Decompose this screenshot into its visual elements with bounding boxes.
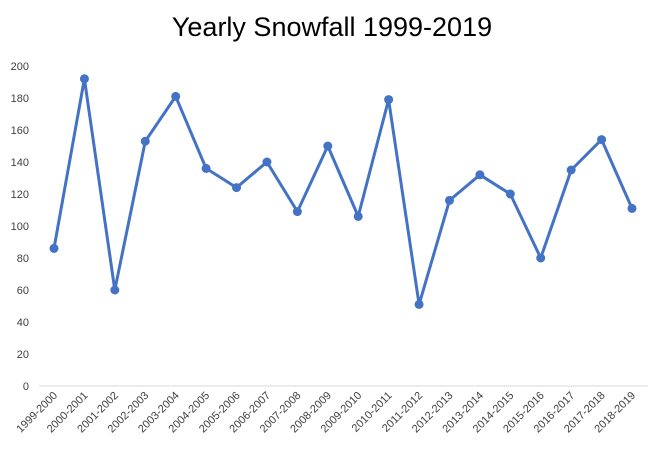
data-point [292, 207, 302, 217]
data-point [171, 91, 181, 101]
series-line [52, 77, 634, 306]
y-tick-label: 200 [11, 61, 29, 73]
data-point [627, 203, 637, 213]
y-tick-label: 20 [17, 349, 29, 361]
y-tick-label: 140 [11, 157, 29, 169]
data-point [475, 170, 485, 180]
y-tick-label: 0 [23, 381, 29, 393]
series-layer [49, 74, 637, 309]
data-point [110, 285, 120, 295]
y-tick-label: 120 [11, 189, 29, 201]
data-point [536, 253, 546, 263]
data-point [323, 141, 333, 151]
y-tick-label: 60 [17, 285, 29, 297]
data-point [140, 136, 150, 146]
data-point [201, 163, 211, 173]
data-point [79, 74, 89, 84]
data-point [505, 189, 515, 199]
y-tick-label: 40 [17, 317, 29, 329]
data-point [444, 195, 454, 205]
data-point [414, 299, 424, 309]
chart-title: Yearly Snowfall 1999-2019 [171, 12, 493, 42]
data-point [384, 95, 394, 105]
y-tick-label: 80 [17, 253, 29, 265]
data-point [566, 165, 576, 175]
data-point [232, 183, 242, 193]
axes-layer: 0204060801001201401601802001999-20002000… [11, 61, 648, 435]
y-tick-label: 160 [11, 125, 29, 137]
data-point [353, 211, 363, 221]
data-point [262, 157, 272, 167]
data-point [597, 135, 607, 145]
y-tick-label: 180 [11, 93, 29, 105]
y-tick-label: 100 [11, 221, 29, 233]
data-point [49, 243, 59, 253]
